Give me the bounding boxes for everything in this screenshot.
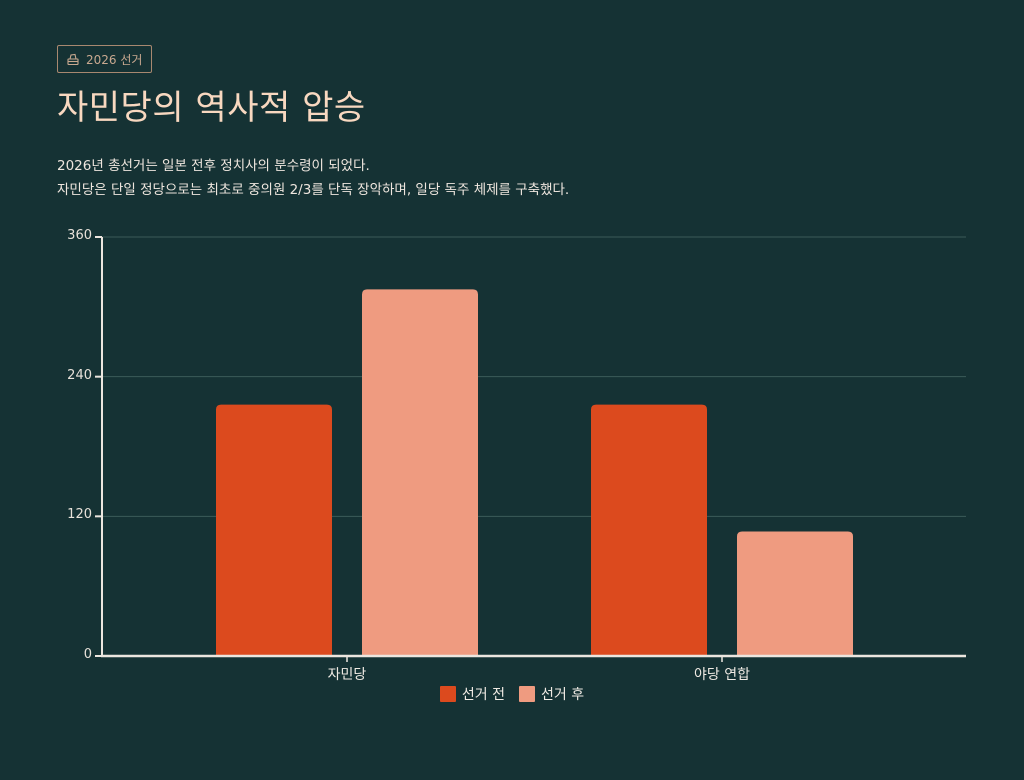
legend-label-after: 선거 후 [541,687,585,703]
y-tick-label: 0 [83,647,92,662]
y-tick-label: 120 [67,507,92,523]
bar-after [362,289,478,656]
badge-label: 2026 선거 [86,52,143,67]
bar-before [591,404,707,656]
x-tick-label: 야당 연합 [694,667,750,683]
category-badge: 2026 선거 [57,45,153,73]
bar-before [216,404,332,656]
x-tick-label: 자민당 [327,667,367,683]
description-line-1: 2026년 총선거는 일본 전후 정치사의 분수령이 되었다. [57,158,370,174]
legend-item-before[interactable]: 선거 전 [439,684,505,704]
description: 2026년 총선거는 일본 전후 정치사의 분수령이 되었다. 자민당은 단일 … [57,154,569,202]
legend-swatch-after [519,686,535,702]
description-line-2: 자민당은 단일 정당으로는 최초로 중의원 2/3를 단독 장악하며, 일당 독… [57,182,570,198]
y-tick-label: 360 [67,228,92,243]
legend-item-after[interactable]: 선거 후 [519,684,584,704]
y-tick-label: 240 [67,367,92,383]
legend-label-before: 선거 전 [461,687,505,703]
legend-swatch-before [439,686,456,702]
bar-after [737,531,853,656]
page-title: 자민당의 역사적 압승 [57,88,366,128]
ballot-box-icon [67,53,79,66]
chart-legend: 선거 전 선거 후 [0,684,1024,704]
